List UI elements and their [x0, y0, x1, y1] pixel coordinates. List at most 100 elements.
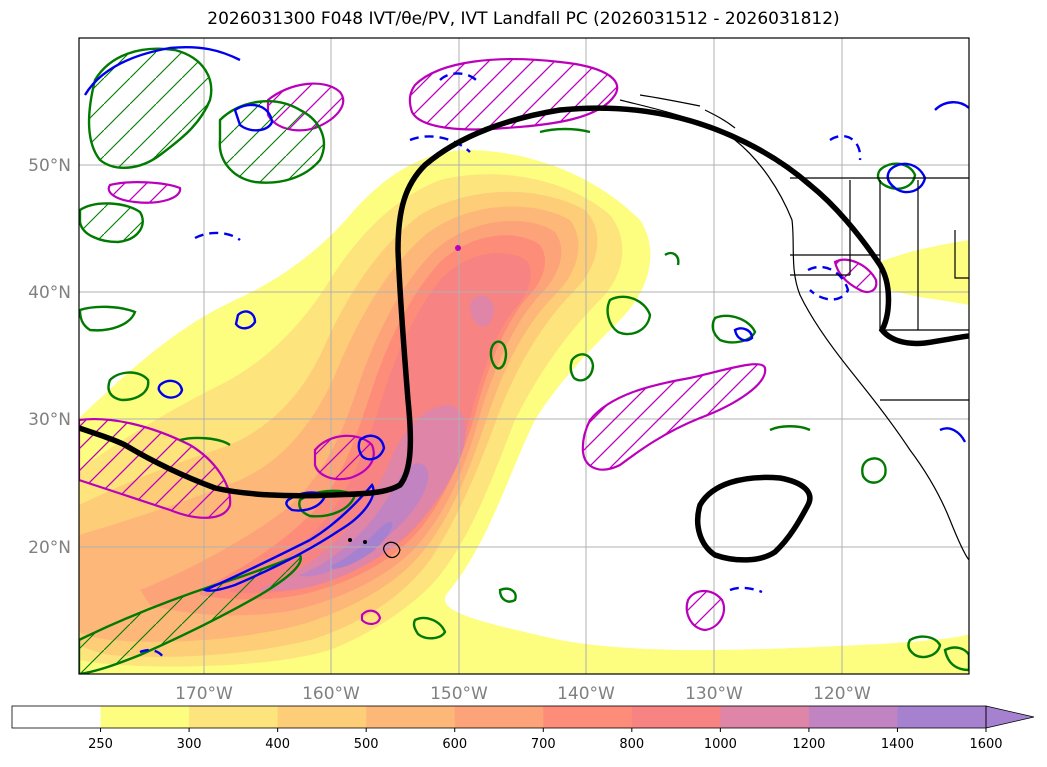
colorbar-tick-label: 800	[619, 737, 644, 752]
hawaii-islet-2	[363, 540, 367, 544]
colorbar-segment	[189, 706, 279, 728]
small-features	[348, 245, 461, 544]
colorbar: 250 300 400 500 600 700 800 1000 1200 1400 1600	[11, 705, 1035, 752]
colorbar-tick-label: 700	[531, 737, 556, 752]
ivt-band-1000-north	[470, 295, 494, 327]
pv-dashed-south	[729, 586, 763, 594]
theta-e-contour-subtrop-1	[489, 340, 508, 370]
lat-label-50n: 50°N	[28, 156, 71, 176]
ivt-band-800	[230, 252, 531, 594]
theta-e-contour-tropic-2	[664, 251, 680, 266]
landfall-pc-main-contour	[79, 105, 969, 499]
ivt-band-1000	[260, 405, 466, 591]
pv-peak-marker	[455, 245, 461, 251]
colorbar-ticks: 250 300 400 500 600 700 800 1000 1200 1400 1600	[88, 728, 1003, 752]
border-states-3	[917, 180, 969, 330]
hatch-region-small-west	[107, 181, 182, 204]
pv-contour-central	[285, 491, 327, 512]
colorbar-tick-label: 250	[88, 737, 113, 752]
pv-contour-tiny	[733, 327, 754, 342]
coast-alaska-islands	[639, 94, 736, 129]
theta-e-contour-subtrop-2	[569, 353, 595, 382]
colorbar-extend-arrow	[985, 705, 1035, 729]
map-frame	[78, 37, 970, 675]
colorbar-segment	[12, 706, 102, 728]
pv-contour-ne	[934, 101, 969, 111]
ivt-band-1600	[330, 521, 393, 569]
graticule	[79, 38, 969, 674]
hawaii-islet-1	[348, 538, 352, 542]
theta-e-contour-east-1	[861, 457, 887, 484]
hatch-region-subtropics	[581, 363, 767, 471]
colorbar-segment	[720, 706, 810, 728]
colorbar-segment	[277, 706, 367, 728]
theta-e-contours	[79, 47, 969, 674]
colorbar-segment	[543, 706, 633, 728]
colorbar-tick-label: 1600	[969, 737, 1002, 752]
theta-e-contour-aleutian	[218, 100, 326, 184]
theta-e-contour-south-2	[498, 587, 517, 603]
ivt-band-250-east	[880, 240, 969, 305]
pv-contour-subtropics-band	[201, 482, 375, 592]
colorbar-frame	[11, 705, 987, 729]
map-title: 2026031300 F048 IVT/θe/PV, IVT Landfall …	[207, 9, 840, 29]
pv-negative-contours	[139, 72, 862, 661]
lon-label-120w: 120°W	[813, 684, 871, 704]
theta-e-contour-south-4	[943, 646, 969, 672]
colorbar-segments	[12, 706, 987, 728]
theta-e-contour-north	[539, 127, 591, 134]
theta-e-contour-south-1	[412, 616, 447, 640]
border-states-2	[790, 254, 880, 276]
theta-e-contour-subtrop-3	[606, 295, 652, 336]
pv-contour-aleutian	[233, 103, 274, 132]
colorbar-tick-label: 500	[354, 737, 379, 752]
theta-e-contour-tropic-1	[769, 425, 811, 432]
lon-axis-labels: 170°W 160°W 150°W 140°W 130°W 120°W	[175, 684, 871, 704]
theta-e-contour-subtrop-4	[711, 314, 757, 344]
hatch-region-california	[833, 258, 878, 294]
colorbar-tick-label: 1000	[704, 737, 737, 752]
pv-dashed-ca	[807, 265, 850, 301]
colorbar-segment	[100, 706, 190, 728]
theta-e-contour-west-2	[79, 305, 137, 332]
ivt-band-1200	[300, 463, 429, 577]
pv-dashed-west	[194, 231, 241, 241]
colorbar-segment	[808, 706, 898, 728]
ivt-landfall-pc-contours	[79, 105, 969, 563]
colorbar-segment	[366, 706, 456, 728]
hawaii-big-island	[383, 541, 401, 559]
pv-contour-central-2	[357, 434, 386, 461]
pv-dashed-north	[409, 135, 471, 153]
theta-e-contour-west-small	[107, 371, 150, 402]
colorbar-tick-label: 600	[442, 737, 467, 752]
colorbar-segment	[631, 706, 721, 728]
colorbar-tick-label: 400	[265, 737, 290, 752]
pv-contour-east-coast	[939, 427, 967, 443]
pv-dashed-sw	[139, 648, 167, 661]
lat-label-20n: 20°N	[28, 538, 71, 558]
lat-label-30n: 30°N	[28, 410, 71, 430]
lon-label-140w: 140°W	[557, 684, 615, 704]
colorbar-segment	[454, 706, 544, 728]
pv-dashed-ne-pacific	[439, 72, 479, 83]
theta-e-contour-south-3	[907, 635, 942, 659]
lon-label-150w: 150°W	[430, 684, 488, 704]
lat-label-40n: 40°N	[28, 283, 71, 303]
hatch-region-tiny	[360, 609, 382, 625]
colorbar-tick-label: 1400	[881, 737, 914, 752]
colorbar-segment	[897, 706, 987, 728]
pv-contour-west-2	[234, 310, 257, 330]
pv-contours	[83, 45, 969, 592]
coastlines	[383, 94, 969, 561]
pv-contour-nw	[83, 45, 241, 96]
lon-label-130w: 130°W	[685, 684, 743, 704]
theta-e-contour-sw-band	[79, 553, 302, 674]
theta-e-contour-west-mid	[179, 436, 231, 447]
colorbar-tick-label: 1200	[792, 737, 825, 752]
landfall-pc-south-loop	[694, 474, 813, 563]
theta-e-contour-west-patch	[79, 202, 144, 244]
lon-label-160w: 160°W	[302, 684, 360, 704]
colorbar-tick-label: 300	[177, 737, 202, 752]
pv-dashed-nw-canada	[829, 134, 862, 161]
